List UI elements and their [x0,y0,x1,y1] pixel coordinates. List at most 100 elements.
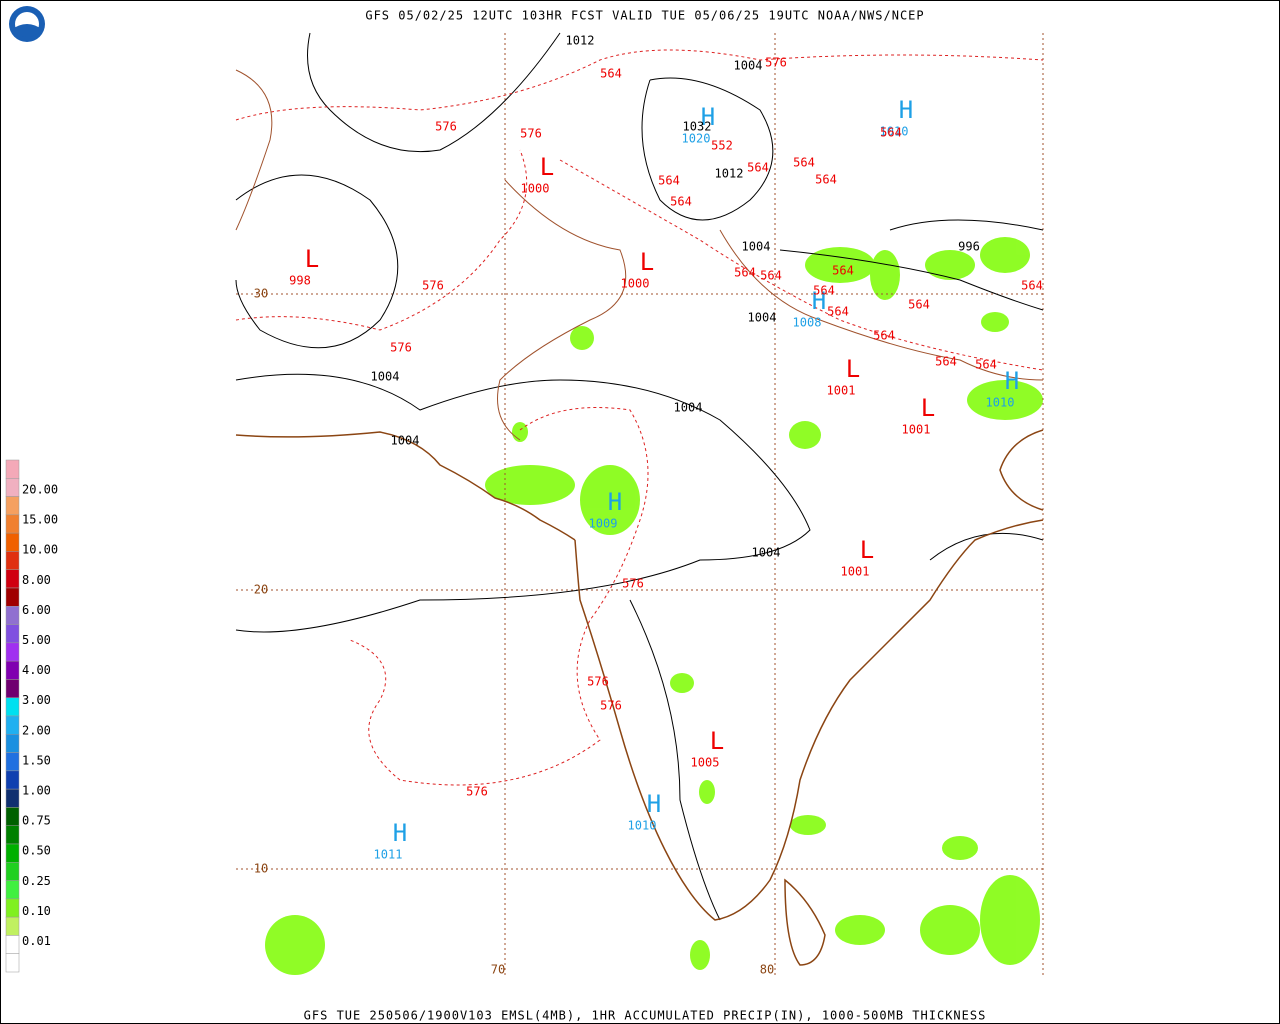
legend-swatch [5,478,20,497]
thickness-label: 564 [815,173,837,187]
center-symbol: L [860,536,874,564]
center-pressure: 1005 [691,756,720,770]
center-pressure: 1000 [521,182,550,196]
center-pressure: 1010 [628,819,657,833]
isobar-label: 1012 [566,34,595,48]
grid-label: 30 [254,287,268,301]
legend-swatch [5,459,20,479]
legend-label: 4.00 [22,663,51,677]
isobar-label: 996 [958,240,980,254]
title: GFS 05/02/25 12UTC 103HR FCST VALID TUE … [365,9,924,23]
thickness-label: 576 [390,341,412,355]
legend-swatch [5,843,20,863]
legend-label: 5.00 [22,633,51,647]
thickness-label: 564 [813,284,835,298]
legend-swatch [5,825,20,845]
thickness-label: 564 [832,264,854,278]
center-symbol: H [899,96,913,124]
center-pressure: 1010 [880,125,909,139]
legend-swatch [5,532,20,552]
center-symbol: H [608,488,622,516]
legend-label: 15.00 [22,513,58,527]
legend-swatch [5,660,20,680]
thickness-label: 564 [1021,279,1043,293]
legend-swatch [5,788,20,808]
legend-swatch [5,807,20,826]
legend-label: 10.00 [22,543,58,557]
legend-swatch [5,587,20,607]
center-symbol: H [393,819,407,847]
isobar-label: 1004 [674,401,703,415]
legend-swatch [5,916,20,936]
thickness-label: 576 [622,577,644,591]
coastline [235,429,1044,966]
thickness-label: 564 [747,161,769,175]
legend-swatch [5,734,20,753]
legend-swatch [5,551,20,570]
precip [265,237,1043,975]
thickness-label: 576 [600,699,622,713]
isobar-label: 1012 [715,167,744,181]
center-symbol: L [846,355,860,383]
legend-label: 1.50 [22,753,51,767]
center-pressure: 1008 [793,316,822,330]
noaa-logo [9,6,45,42]
footer-caption: GFS TUE 250506/1900V103 EMSL(4MB), 1HR A… [304,1009,987,1023]
thickness-label: 564 [658,174,680,188]
legend-label: 3.00 [22,693,51,707]
grid-label: 80 [760,963,774,977]
thickness-label: 552 [711,139,733,153]
legend-label: 0.50 [22,844,51,858]
map-labels: L998L1000L1000H1020H1010H1008L1001L1001H… [254,34,1043,977]
thickness-label: 576 [587,675,609,689]
thickness-label: 564 [670,195,692,209]
thickness-label: 564 [880,126,902,140]
legend-swatch [5,569,20,589]
legend-swatch [5,935,20,954]
center-pressure: 1020 [682,132,711,146]
legend-label: 2.00 [22,723,51,737]
isobar-label: 1032 [683,120,712,134]
center-pressure: 1001 [827,384,856,398]
legend-label: 0.75 [22,814,51,828]
thickness-label: 564 [793,156,815,170]
center-symbol: H [1005,367,1019,395]
thickness-label: 576 [435,120,457,134]
legend-swatch [5,953,20,973]
legend: 20.00 15.00 10.00 8.00 6.00 5.00 4.00 3.00 2.00 1… [5,459,58,973]
legend-swatch [5,496,20,516]
legend-swatch [5,642,20,662]
center-symbol: H [647,790,661,818]
legend-swatch [5,679,20,698]
borders [235,69,1044,441]
thickness-label: 564 [760,269,782,283]
legend-label: 6.00 [22,603,51,617]
thickness-label: 576 [422,279,444,293]
isobar-label: 1004 [752,546,781,560]
legend-swatch [5,514,20,534]
legend-swatch [5,715,20,735]
legend-swatch [5,770,20,790]
thickness-label: 564 [600,67,622,81]
center-symbol: H [812,287,826,315]
thickness-label: 564 [827,305,849,319]
center-pressure: 1011 [374,848,403,862]
center-pressure: 1010 [986,396,1015,410]
legend-swatch [5,624,20,644]
center-symbol: L [640,248,654,276]
center-pressure: 1001 [841,565,870,579]
map-area: L998L1000L1000H1020H1010H1008L1001L1001H… [235,32,1044,977]
legend-label: 8.00 [22,573,51,587]
legend-label: 0.01 [22,934,51,948]
center-symbol: L [710,727,724,755]
legend-swatch [5,862,20,881]
center-pressure: 1009 [589,517,618,531]
thickness-label: 576 [520,127,542,141]
legend-swatch [5,752,20,772]
thickness-label: 564 [873,329,895,343]
isobar-label: 1004 [748,311,777,325]
lat-lon-grid [236,33,1044,977]
isobars [235,32,1044,921]
